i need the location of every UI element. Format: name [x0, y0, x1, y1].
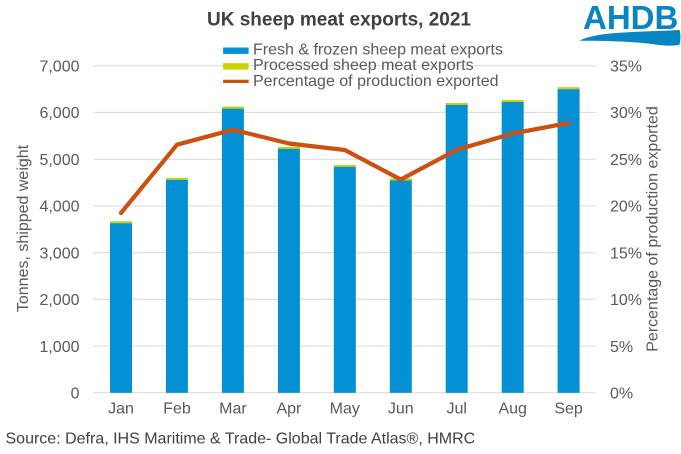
svg-text:5%: 5%	[610, 339, 633, 356]
svg-text:Mar: Mar	[219, 401, 247, 418]
svg-text:Percentage of production expor: Percentage of production exported	[253, 73, 499, 90]
svg-text:Percentage of production expor: Percentage of production exported	[645, 106, 662, 352]
svg-text:3,000: 3,000	[39, 245, 79, 262]
svg-text:35%: 35%	[610, 59, 642, 76]
svg-text:Apr: Apr	[276, 401, 302, 418]
svg-text:15%: 15%	[610, 245, 642, 262]
svg-text:Jul: Jul	[446, 401, 466, 418]
svg-text:Tonnes, shipped weight: Tonnes, shipped weight	[15, 144, 32, 312]
svg-text:1,000: 1,000	[39, 339, 79, 356]
svg-text:7,000: 7,000	[39, 59, 79, 76]
svg-text:Sep: Sep	[554, 401, 583, 418]
svg-text:30%: 30%	[610, 105, 642, 122]
svg-text:UK sheep meat exports, 2021: UK sheep meat exports, 2021	[207, 10, 471, 31]
svg-text:5,000: 5,000	[39, 152, 79, 169]
svg-text:Jun: Jun	[388, 401, 414, 418]
svg-text:0%: 0%	[610, 386, 633, 403]
svg-text:0: 0	[71, 386, 80, 403]
svg-text:25%: 25%	[610, 152, 642, 169]
svg-text:Processed sheep meat exports: Processed sheep meat exports	[253, 57, 474, 74]
svg-text:4,000: 4,000	[39, 199, 79, 216]
svg-text:20%: 20%	[610, 199, 642, 216]
svg-text:AHDB: AHDB	[583, 0, 678, 36]
svg-text:Aug: Aug	[498, 401, 526, 418]
svg-text:Source: Defra, IHS Maritime &: Source: Defra, IHS Maritime & Trade- Glo…	[6, 431, 476, 448]
svg-text:May: May	[330, 401, 360, 418]
svg-text:2,000: 2,000	[39, 292, 79, 309]
svg-text:Fresh & frozen sheep meat expo: Fresh & frozen sheep meat exports	[253, 41, 503, 58]
svg-text:Feb: Feb	[163, 401, 191, 418]
svg-text:Jan: Jan	[108, 401, 134, 418]
svg-text:10%: 10%	[610, 292, 642, 309]
svg-text:6,000: 6,000	[39, 105, 79, 122]
